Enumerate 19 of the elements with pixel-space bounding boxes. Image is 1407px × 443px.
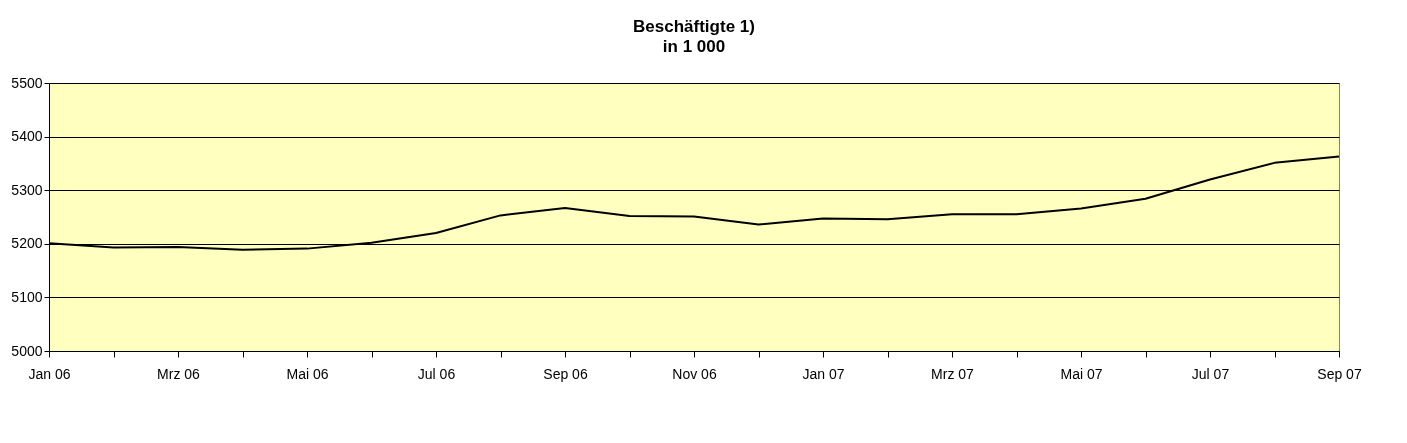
x-tick-label: Mrz 06 (157, 365, 201, 382)
x-tick-label: Sep 07 (1317, 365, 1362, 382)
x-tick-label: Sep 06 (543, 365, 588, 382)
y-tick-label: 5300 (11, 181, 43, 198)
y-tick-label: 5400 (11, 128, 43, 145)
x-tick-label: Mrz 07 (931, 365, 975, 382)
x-tick-label: Jan 06 (28, 365, 71, 382)
y-tick-label: 5200 (11, 235, 43, 252)
x-tick-label: Jul 07 (1191, 365, 1230, 382)
y-tick-label: 5000 (11, 342, 43, 359)
x-tick-label: Mai 06 (286, 365, 329, 382)
x-tick-label: Jan 07 (802, 365, 845, 382)
y-tick-label: 5500 (11, 74, 43, 91)
x-tick-label: Jul 06 (417, 365, 456, 382)
chart-subtitle: in 1 000 (662, 37, 726, 56)
x-tick-label: Nov 06 (672, 365, 717, 382)
chart-title: Beschäftigte 1) (633, 17, 755, 36)
y-tick-label: 5100 (11, 288, 43, 305)
x-tick-label: Mai 07 (1060, 365, 1103, 382)
